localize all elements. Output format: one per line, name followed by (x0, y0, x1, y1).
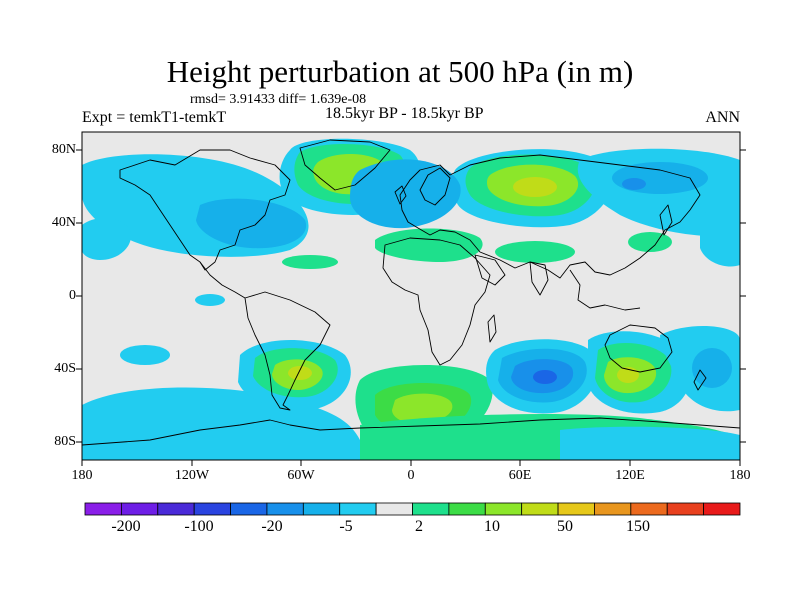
latitude-ticks (76, 149, 746, 443)
coastline-north-america (119, 149, 291, 271)
contour-east-asia-blue (612, 162, 708, 194)
contour-indian-ocean-low-core (533, 370, 557, 384)
colorbar-label: -5 (339, 518, 353, 535)
lon-label-180w: 180 (71, 468, 93, 483)
colorbar-box (157, 502, 195, 516)
coastline-new-zealand (693, 369, 707, 391)
coastline-india (529, 261, 549, 296)
colorbar-label: 10 (484, 518, 500, 535)
lon-label-60w: 60W (287, 468, 315, 483)
contour-pacific-south-blue (692, 348, 732, 388)
coastline-madagascar (487, 314, 497, 343)
contour-pacific-green (282, 255, 338, 269)
contour-asia-green (495, 241, 575, 263)
contour-northamerica-blue (196, 198, 307, 249)
period-label: 18.5kyr BP - 18.5kyr BP (325, 105, 484, 122)
coastline-south-america (244, 291, 331, 411)
coastlines (82, 139, 740, 446)
contour-far-east-cyan (700, 209, 740, 267)
contour-south-pacific-small (120, 345, 170, 365)
colorbar-box (521, 502, 559, 516)
colorbar-box (230, 502, 268, 516)
coastline-central-america (199, 261, 246, 299)
colorbar-box (630, 502, 668, 516)
colorbar-label: 50 (557, 518, 573, 535)
coastline-japan (659, 204, 673, 236)
contour-antarctic-cyan-east (560, 426, 740, 460)
coastline-british-isles (394, 185, 407, 205)
contour-east-green (628, 232, 672, 252)
colorbar-box (412, 502, 450, 516)
colorbar-label: -200 (111, 518, 141, 535)
stats-line: rmsd= 3.91433 diff= 1.639e-08 (190, 92, 367, 107)
season-label: ANN (705, 109, 740, 126)
lat-label-40n: 40N (51, 215, 76, 230)
coastline-australia (604, 324, 673, 373)
colorbar-box (375, 502, 413, 516)
colorbar-box (484, 502, 523, 516)
coastline-antarctica (82, 417, 740, 446)
contour-south-america-yellow (288, 366, 312, 380)
colorbar-label: 150 (626, 518, 650, 535)
colorbar (84, 502, 741, 516)
lon-label-180e: 180 (729, 468, 751, 483)
lon-label-60e: 60E (508, 468, 532, 483)
coastline-eurasia (399, 154, 701, 279)
coastline-southeast-asia (569, 269, 641, 311)
lat-label-80n: 80N (51, 142, 76, 157)
colorbar-label: 2 (415, 518, 423, 535)
coastline-arabia (474, 254, 506, 286)
colorbar-box (339, 502, 377, 516)
colorbar-box (557, 502, 595, 516)
contour-west-pacific-cyan (82, 218, 131, 260)
colorbar-box (594, 502, 632, 516)
colorbar-box (703, 502, 741, 516)
contour-siberia-yellow (513, 177, 557, 197)
colorbar-box (120, 502, 159, 516)
coastline-greenland (299, 139, 391, 191)
colorbar-box (302, 502, 341, 516)
contour-east-asia-deepblue (622, 178, 646, 190)
contour-central-pacific-small (195, 294, 225, 306)
colorbar-label: -100 (184, 518, 214, 535)
lat-label-0: 0 (69, 288, 76, 303)
lon-label-0: 0 (407, 468, 415, 483)
contour-south-atlantic-lime (392, 393, 453, 425)
colorbar-label: -20 (261, 518, 283, 535)
coastline-africa (382, 237, 491, 366)
contour-mideast-green (375, 228, 483, 262)
lon-label-120w: 120W (174, 468, 210, 483)
longitude-ticks (81, 460, 741, 466)
colorbar-box (84, 502, 122, 516)
coastline-scandinavia (419, 167, 451, 206)
lat-label-80s: 80S (54, 434, 76, 449)
colorbar-box (666, 502, 705, 516)
colorbar-box (266, 502, 304, 516)
colorbar-box (193, 502, 231, 516)
figure-title: Height perturbation at 500 hPa (in m) (166, 54, 634, 89)
colorbar-box (448, 502, 486, 516)
lon-label-120e: 120E (615, 468, 645, 483)
lat-label-40s: 40S (54, 361, 76, 376)
height-perturbation-field (82, 138, 740, 460)
experiment-label: Expt = temkT1-temkT (82, 109, 227, 126)
